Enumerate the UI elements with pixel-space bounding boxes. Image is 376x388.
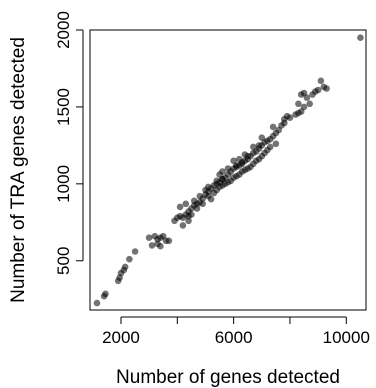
data-point-114: [281, 115, 288, 123]
data-point-101: [300, 103, 308, 111]
y-axis: 500 1000 1500 2000: [54, 11, 84, 275]
data-point-30: [179, 222, 187, 229]
data-point-41: [182, 200, 190, 208]
data-point-93: [258, 134, 266, 141]
data-point-129: [216, 171, 223, 178]
data-point-42: [190, 197, 198, 205]
data-point-94: [269, 123, 277, 131]
data-point-43: [196, 192, 204, 200]
x-axis-title: Number of genes detected: [116, 367, 340, 388]
data-point-40: [176, 203, 184, 211]
data-point-10: [148, 242, 156, 249]
data-point-125: [193, 205, 201, 212]
data-point-116: [213, 177, 220, 185]
y-tick-label: 1000: [54, 165, 73, 203]
data-point-127: [185, 212, 192, 220]
data-point-108: [323, 85, 330, 92]
x-tick-label: 2000: [102, 328, 140, 347]
data-point-122: [250, 143, 257, 151]
data-point-7: [121, 263, 129, 271]
data-point-71: [224, 165, 232, 172]
data-point-0: [93, 299, 101, 307]
data-point-102: [306, 100, 314, 108]
data-point-128: [205, 183, 212, 191]
data-point-123: [255, 142, 263, 149]
data-point-124: [199, 200, 206, 208]
data-point-91: [266, 143, 274, 151]
data-point-19: [165, 237, 173, 245]
data-point-31: [185, 217, 192, 225]
data-point-17: [157, 242, 164, 250]
data-point-117: [207, 195, 215, 203]
data-point-18: [145, 234, 153, 241]
data-point-120: [238, 159, 246, 166]
data-point-111: [297, 91, 305, 98]
y-tick-label: 500: [54, 247, 73, 275]
data-point-8: [126, 255, 133, 263]
data-point-109: [317, 77, 325, 85]
x-tick-label: 6000: [215, 328, 253, 347]
data-point-106: [314, 86, 322, 94]
data-point-2: [102, 290, 109, 298]
y-tick-label: 1500: [54, 88, 73, 126]
y-axis-title: Number of TRA genes detected: [8, 37, 29, 303]
x-axis: 2000 6000 10000: [102, 316, 370, 347]
data-point-112: [295, 100, 302, 108]
data-point-92: [272, 140, 280, 148]
data-point-115: [357, 34, 364, 41]
data-point-121: [244, 152, 251, 160]
y-tick-label: 2000: [54, 11, 73, 49]
data-points: [93, 34, 364, 307]
data-point-9: [131, 248, 139, 255]
x-tick-label: 10000: [323, 328, 370, 347]
data-point-119: [233, 162, 240, 169]
plot-frame: [89, 29, 367, 311]
